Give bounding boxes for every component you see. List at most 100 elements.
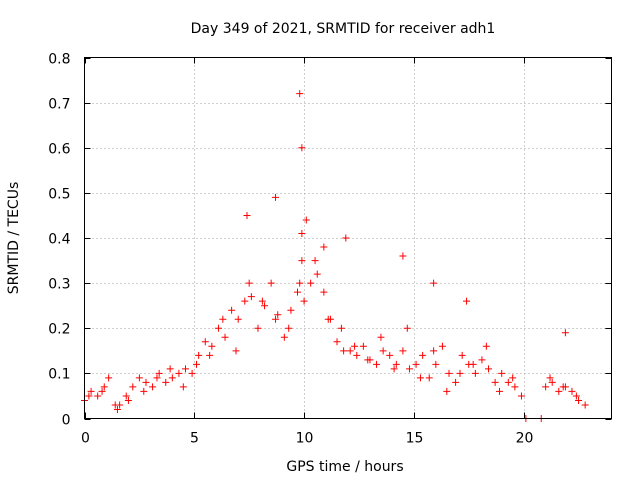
data-point: [188, 369, 196, 377]
y-tick-label: 0.6: [48, 142, 70, 158]
data-point: [430, 347, 438, 355]
data-point: [296, 90, 304, 98]
x-tick-label: 0: [81, 431, 90, 447]
data-point: [320, 243, 328, 251]
x-tick-label: 10: [296, 431, 314, 447]
data-point: [87, 387, 95, 395]
x-axis-label: GPS time / hours: [286, 459, 403, 475]
data-point: [419, 351, 427, 359]
data-point: [559, 383, 567, 391]
y-tick-label: 0.3: [48, 277, 70, 293]
data-point: [208, 342, 216, 350]
data-point: [399, 252, 407, 260]
data-point: [129, 383, 137, 391]
data-point: [122, 392, 130, 400]
data-point: [463, 297, 471, 305]
y-tick-label: 0.2: [48, 322, 70, 338]
data-point: [124, 396, 132, 404]
data-point: [296, 279, 304, 287]
data-point: [300, 297, 308, 305]
data-point: [412, 360, 420, 368]
data-point: [482, 342, 490, 350]
data-point: [471, 369, 479, 377]
data-point: [100, 383, 108, 391]
data-point: [179, 383, 187, 391]
y-axis-label: SRMTID / TECUs: [6, 182, 22, 295]
data-point: [116, 401, 124, 409]
data-point: [511, 383, 519, 391]
data-point: [346, 347, 354, 355]
data-point: [581, 401, 589, 409]
data-point: [175, 369, 183, 377]
data-point: [153, 374, 161, 382]
data-point: [351, 342, 359, 350]
data-point: [274, 311, 282, 319]
data-point: [509, 374, 517, 382]
x-tick-labels: 0 5 10 15 20: [81, 431, 533, 447]
data-point: [243, 211, 251, 219]
data-point: [469, 360, 477, 368]
data-point: [234, 315, 242, 323]
plot-frame: [84, 57, 612, 419]
data-point: [311, 257, 319, 265]
x-tick-label: 5: [190, 431, 199, 447]
data-point: [403, 324, 411, 332]
data-point: [359, 342, 367, 350]
data-point: [364, 356, 372, 364]
data-point: [485, 365, 493, 373]
data-point: [416, 374, 424, 382]
data-point: [555, 387, 563, 395]
y-tick-label: 0.8: [48, 52, 70, 68]
y-tick-label: 0.1: [48, 367, 70, 383]
data-point: [517, 392, 525, 400]
data-point: [206, 351, 214, 359]
data-point: [85, 392, 93, 400]
data-point: [149, 383, 157, 391]
data-point: [572, 392, 580, 400]
data-points: [81, 90, 589, 422]
data-point: [155, 369, 163, 377]
data-point: [298, 229, 306, 237]
x-tick-label: 15: [406, 431, 424, 447]
data-point: [452, 378, 460, 386]
data-point: [298, 144, 306, 152]
data-point: [232, 347, 240, 355]
data-point: [342, 234, 350, 242]
data-point: [285, 324, 293, 332]
data-point: [430, 279, 438, 287]
data-point: [575, 396, 583, 404]
data-point: [377, 333, 385, 341]
data-point: [307, 279, 315, 287]
data-point: [478, 356, 486, 364]
chart-title: Day 349 of 2021, SRMTID for receiver adh…: [191, 21, 496, 37]
data-point: [166, 365, 174, 373]
data-point: [98, 387, 106, 395]
data-point: [258, 297, 266, 305]
data-point: [245, 279, 253, 287]
data-point: [219, 315, 227, 323]
data-point: [432, 360, 440, 368]
data-point: [548, 378, 556, 386]
data-point: [353, 351, 361, 359]
data-point: [142, 378, 150, 386]
data-point: [272, 315, 280, 323]
data-point: [214, 324, 222, 332]
data-point: [333, 338, 341, 346]
data-point: [425, 374, 433, 382]
data-point: [302, 216, 310, 224]
data-point: [182, 365, 190, 373]
data-point: [192, 360, 200, 368]
data-point: [504, 378, 512, 386]
data-point: [267, 279, 275, 287]
x-tick-label: 20: [516, 431, 534, 447]
data-point: [135, 374, 143, 382]
data-point: [195, 351, 203, 359]
data-point: [491, 378, 499, 386]
data-point: [456, 369, 464, 377]
data-point: [546, 374, 554, 382]
data-point: [324, 315, 332, 323]
data-point: [399, 347, 407, 355]
data-point: [162, 378, 170, 386]
data-point: [298, 257, 306, 265]
data-point: [337, 324, 345, 332]
